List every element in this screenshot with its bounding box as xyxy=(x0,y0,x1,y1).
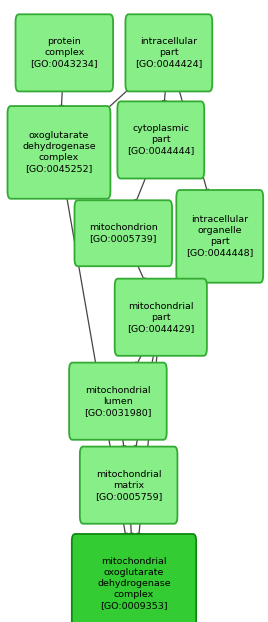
Text: cytoplasmic
part
[GO:0044444]: cytoplasmic part [GO:0044444] xyxy=(127,124,195,156)
Text: intracellular
organelle
part
[GO:0044448]: intracellular organelle part [GO:0044448… xyxy=(186,215,254,258)
FancyBboxPatch shape xyxy=(115,279,207,356)
Text: intracellular
part
[GO:0044424]: intracellular part [GO:0044424] xyxy=(135,37,203,68)
Text: mitochondrion
[GO:0005739]: mitochondrion [GO:0005739] xyxy=(89,223,158,243)
FancyBboxPatch shape xyxy=(125,14,212,91)
FancyBboxPatch shape xyxy=(176,190,263,282)
FancyBboxPatch shape xyxy=(72,534,196,622)
FancyBboxPatch shape xyxy=(80,447,177,524)
Text: mitochondrial
lumen
[GO:0031980]: mitochondrial lumen [GO:0031980] xyxy=(84,386,152,417)
FancyBboxPatch shape xyxy=(8,106,110,199)
Text: mitochondrial
oxoglutarate
dehydrogenase
complex
[GO:0009353]: mitochondrial oxoglutarate dehydrogenase… xyxy=(97,557,171,610)
Text: mitochondrial
matrix
[GO:0005759]: mitochondrial matrix [GO:0005759] xyxy=(95,470,162,501)
Text: protein
complex
[GO:0043234]: protein complex [GO:0043234] xyxy=(31,37,98,68)
FancyBboxPatch shape xyxy=(75,200,172,266)
FancyBboxPatch shape xyxy=(16,14,113,91)
FancyBboxPatch shape xyxy=(117,101,204,179)
Text: mitochondrial
part
[GO:0044429]: mitochondrial part [GO:0044429] xyxy=(127,302,195,333)
FancyBboxPatch shape xyxy=(69,363,167,440)
Text: oxoglutarate
dehydrogenase
complex
[GO:0045252]: oxoglutarate dehydrogenase complex [GO:0… xyxy=(22,131,96,174)
